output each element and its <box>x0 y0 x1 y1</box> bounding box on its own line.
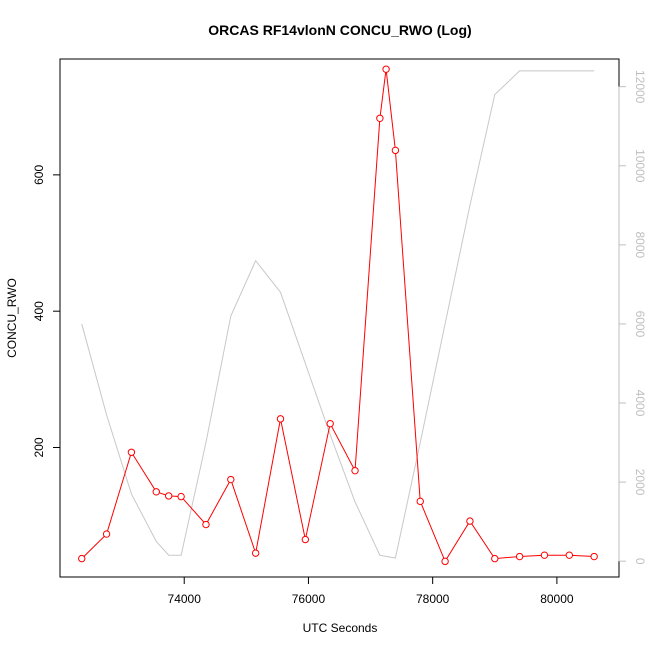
data-point <box>565 551 574 559</box>
y-tick-label: 400 <box>32 301 46 321</box>
y-axis-label: CONCU_RWO <box>5 278 19 358</box>
chart-title: ORCAS RF14vlonN CONCU_RWO (Log) <box>208 22 471 38</box>
data-point <box>376 114 384 122</box>
data-point <box>227 475 235 484</box>
data-point <box>177 492 185 501</box>
series-line-right <box>81 70 595 559</box>
data-point <box>301 535 310 544</box>
data-point <box>251 549 260 557</box>
x-tick-label: 74000 <box>168 592 202 606</box>
x-axis-label: UTC Seconds <box>303 621 378 635</box>
data-point <box>164 492 173 500</box>
data-point <box>351 466 359 475</box>
y2-tick-label: 12000 <box>633 70 647 104</box>
plot-frame <box>59 58 620 578</box>
data-point <box>276 415 285 423</box>
series-layer <box>78 65 598 566</box>
data-point <box>540 551 549 559</box>
y2-tick-label: 2000 <box>633 469 647 496</box>
y2-tick-label: 0 <box>633 558 647 565</box>
data-point <box>590 552 598 561</box>
data-point <box>441 557 449 566</box>
y2-tick-label: 4000 <box>633 390 647 417</box>
data-point <box>515 552 524 561</box>
data-point <box>127 448 136 456</box>
data-point <box>102 530 111 538</box>
data-point <box>491 554 499 563</box>
data-point <box>326 419 334 428</box>
y2-tick-label: 10000 <box>633 149 647 183</box>
x-axis: 74000 76000 78000 80000 <box>168 576 574 606</box>
x-tick-label: 80000 <box>540 592 574 606</box>
y-axis-left: 200 400 600 <box>32 165 61 458</box>
y-tick-label: 200 <box>32 437 46 457</box>
data-point <box>391 146 400 155</box>
y2-tick-label: 6000 <box>633 311 647 338</box>
x-tick-label: 76000 <box>292 592 326 606</box>
data-point <box>466 517 474 525</box>
data-point <box>382 65 390 73</box>
data-point <box>78 554 86 563</box>
data-point <box>202 520 210 529</box>
y2-tick-label: 8000 <box>633 231 647 258</box>
y-axis-right: 0 2000 4000 6000 8000 10000 12000 <box>618 70 647 565</box>
x-tick-label: 78000 <box>416 592 450 606</box>
data-point <box>416 497 424 506</box>
data-point <box>152 488 160 496</box>
y-tick-label: 600 <box>32 165 46 185</box>
series-line-left <box>81 69 595 563</box>
